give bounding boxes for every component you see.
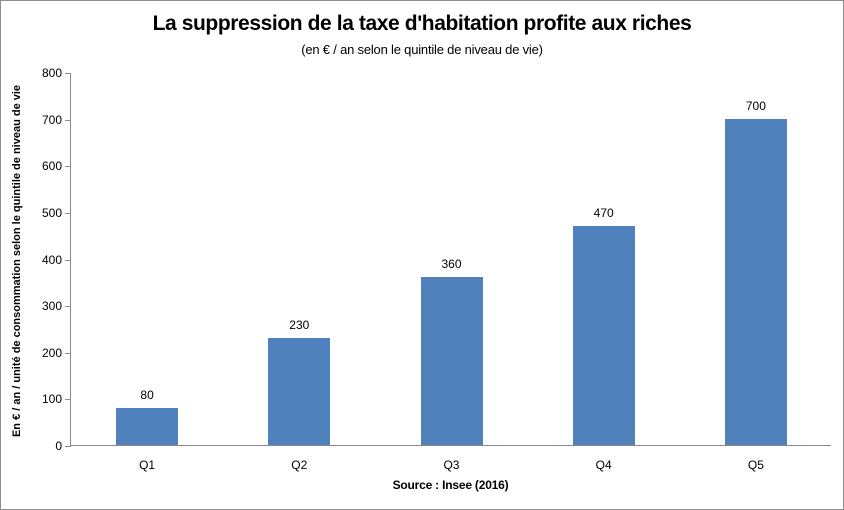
bar — [572, 225, 635, 445]
chart-subtitle: (en € / an selon le quintile de niveau d… — [301, 42, 543, 57]
y-tick-mark — [65, 73, 71, 74]
bar-value-label: 360 — [441, 257, 462, 272]
x-axis-category-label: Q2 — [291, 458, 308, 472]
bar — [268, 337, 331, 445]
y-tick-mark — [65, 259, 71, 261]
bar-value-label: 700 — [745, 98, 766, 113]
y-tick-mark — [65, 399, 71, 401]
y-tick-label: 200 — [41, 345, 62, 360]
y-tick-label: 800 — [41, 66, 62, 80]
y-tick-mark — [65, 306, 71, 308]
source-label: Source : Insee (2016) — [392, 478, 509, 492]
y-tick-label: 700 — [41, 112, 62, 127]
y-tick-label: 100 — [41, 392, 62, 407]
chart-title: La suppression de la taxe d'habitation p… — [152, 12, 692, 35]
x-axis-category-label: Q1 — [139, 458, 156, 472]
y-tick-mark — [65, 166, 71, 168]
y-tick-mark — [65, 352, 71, 354]
bar-value-label: 470 — [593, 205, 614, 220]
bar — [420, 277, 483, 445]
x-axis-category-label: Q5 — [747, 458, 764, 472]
y-tick-label: 400 — [41, 252, 62, 267]
bar — [116, 407, 179, 445]
y-tick-mark — [65, 212, 71, 214]
y-tick-label: 500 — [41, 205, 62, 220]
x-axis-category-label: Q4 — [595, 458, 612, 472]
y-tick-label: 300 — [41, 299, 62, 314]
plot-area: 0 100 200 300 400 500 600 700 800 80 Q1 230 Q2 360 Q3 4… — [42, 66, 831, 472]
y-tick-label: 600 — [41, 159, 62, 174]
y-tick-mark — [65, 119, 71, 121]
x-axis-category-label: Q3 — [443, 458, 460, 472]
y-axis-title: En € / an / unité de consommation selon … — [11, 84, 23, 438]
y-tick-label: 0 — [55, 439, 62, 453]
bar-value-label: 230 — [289, 317, 310, 332]
y-tick-mark — [65, 446, 71, 447]
bar — [724, 118, 787, 445]
bar-value-label: 80 — [140, 387, 154, 402]
